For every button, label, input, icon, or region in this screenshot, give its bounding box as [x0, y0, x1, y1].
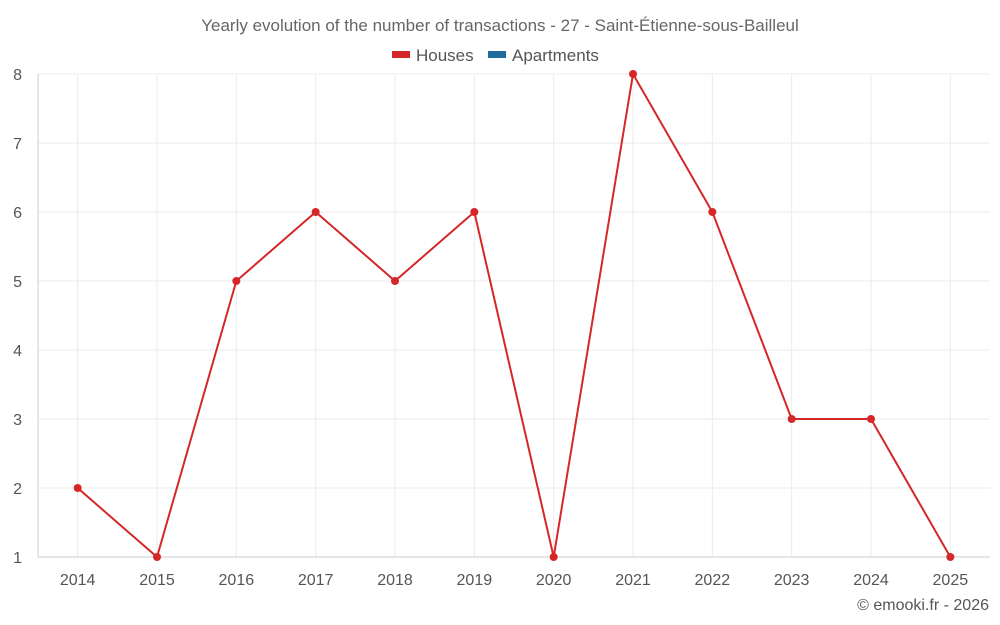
data-point-houses[interactable]	[232, 277, 241, 285]
axes: 1 2 3 4 5 6 7 8 2014 2015 2016 2017 2018 2019 2020 2021…	[13, 67, 990, 589]
legend: Houses Apartments	[392, 46, 599, 65]
x-tick-label: 2024	[853, 572, 889, 589]
y-tick-label: 6	[13, 205, 22, 222]
y-tick-label: 7	[13, 136, 22, 153]
data-point-houses[interactable]	[787, 415, 796, 423]
x-tick-label: 2016	[219, 572, 255, 589]
x-tick-label: 2014	[60, 572, 96, 589]
legend-label-houses: Houses	[416, 46, 474, 65]
y-tick-label: 3	[13, 412, 22, 429]
y-tick-label: 5	[13, 274, 22, 291]
legend-item-apartments[interactable]: Apartments	[488, 46, 599, 65]
data-point-houses[interactable]	[867, 415, 875, 423]
y-tick-label: 4	[13, 343, 22, 360]
data-point-houses[interactable]	[549, 553, 558, 561]
x-tick-label: 2015	[139, 572, 175, 589]
data-point-houses[interactable]	[470, 208, 479, 216]
data-point-houses[interactable]	[153, 553, 161, 561]
data-point-houses[interactable]	[311, 208, 320, 216]
x-tick-label: 2017	[298, 572, 334, 589]
x-tick-label: 2022	[695, 572, 731, 589]
x-tick-label: 2023	[774, 572, 810, 589]
grid	[38, 73, 990, 557]
legend-label-apartments: Apartments	[512, 46, 599, 65]
x-tick-label: 2020	[536, 572, 572, 589]
legend-item-houses[interactable]: Houses	[392, 46, 474, 65]
series-line-houses	[77, 73, 952, 558]
y-tick-label: 8	[13, 67, 22, 84]
credit-text: © emooki.fr - 2026	[857, 597, 989, 614]
data-point-houses[interactable]	[73, 484, 82, 492]
y-tick-label: 2	[13, 481, 22, 498]
legend-swatch-apartments	[488, 51, 506, 58]
x-tick-label: 2025	[933, 572, 969, 589]
data-point-houses[interactable]	[946, 553, 955, 561]
x-tick-label: 2019	[457, 572, 493, 589]
x-tick-label: 2021	[615, 572, 651, 589]
data-point-houses[interactable]	[708, 208, 717, 216]
data-point-houses[interactable]	[629, 70, 637, 78]
y-tick-label: 1	[13, 550, 22, 567]
legend-swatch-houses	[392, 51, 410, 58]
data-point-houses[interactable]	[391, 277, 399, 285]
plot-area	[73, 70, 955, 561]
chart-title: Yearly evolution of the number of transa…	[201, 16, 799, 35]
x-tick-label: 2018	[377, 572, 413, 589]
